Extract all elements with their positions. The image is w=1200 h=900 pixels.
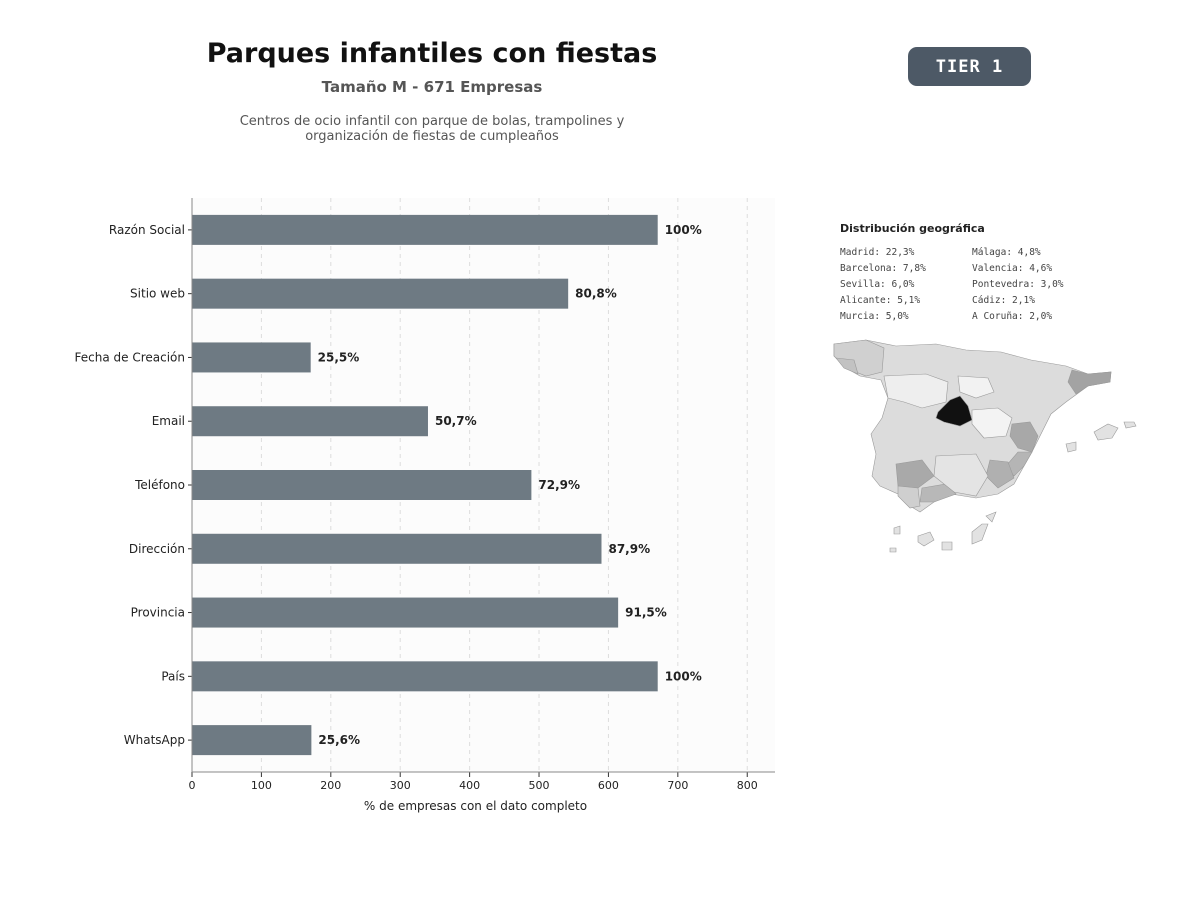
data-label: 100% xyxy=(665,223,702,237)
geo-item: Alicante: 5,1% xyxy=(840,295,921,306)
map-canarias-5 xyxy=(985,511,997,523)
geo-item: Barcelona: 7,8% xyxy=(840,263,926,274)
x-tick-label: 400 xyxy=(459,779,480,792)
data-label: 72,9% xyxy=(538,478,580,492)
x-tick-label: 700 xyxy=(667,779,688,792)
map-barcelona xyxy=(1067,369,1112,395)
map-ibiza xyxy=(1065,441,1077,453)
geo-distribution-title: Distribución geográfica xyxy=(840,222,985,235)
page-title: Parques infantiles con fiestas xyxy=(206,38,658,69)
geo-item: Madrid: 22,3% xyxy=(840,247,915,258)
map-mallorca xyxy=(1093,423,1119,441)
map-pontevedra xyxy=(835,357,859,375)
tier-badge: TIER 1 xyxy=(908,47,1031,86)
bar xyxy=(192,214,658,245)
geo-distribution-list: Madrid: 22,3% Málaga: 4,8% Barcelona: 7,… xyxy=(840,246,1100,323)
geo-item: Murcia: 5,0% xyxy=(840,311,909,322)
spain-map xyxy=(833,339,1137,553)
geo-item: Valencia: 4,6% xyxy=(972,263,1053,274)
bar xyxy=(192,278,569,309)
page-subtitle: Tamaño M - 671 Empresas xyxy=(321,78,543,96)
map-canarias-2 xyxy=(917,531,935,547)
data-label: 87,9% xyxy=(608,542,650,556)
x-tick-label: 600 xyxy=(598,779,619,792)
data-label: 80,8% xyxy=(575,287,617,301)
bar-chart: 0 100 200 300 400 500 600 700 800 Razón Social 100… xyxy=(75,198,775,813)
y-category-label: Teléfono xyxy=(134,478,185,492)
data-label: 25,5% xyxy=(318,350,360,364)
map-segovia xyxy=(957,375,995,399)
y-category-label: Fecha de Creación xyxy=(75,350,185,364)
bar xyxy=(192,470,532,500)
map-andalucia-east xyxy=(933,453,989,497)
y-category-label: Razón Social xyxy=(109,223,185,237)
bar xyxy=(192,342,311,373)
map-cuenca xyxy=(971,407,1013,439)
data-label: 91,5% xyxy=(625,606,667,620)
x-tick-label: 200 xyxy=(320,779,341,792)
y-category-label: Email xyxy=(152,414,185,428)
map-canarias-3 xyxy=(941,541,953,551)
bar xyxy=(192,661,658,692)
map-malaga xyxy=(919,483,957,503)
map-sevilla xyxy=(895,459,935,489)
geo-item: A Coruña: 2,0% xyxy=(972,311,1053,322)
map-canarias-4 xyxy=(971,523,989,545)
map-menorca xyxy=(1123,421,1137,429)
bar xyxy=(192,597,619,628)
map-cadiz xyxy=(897,485,921,509)
map-galicia xyxy=(833,339,885,377)
map-canarias-6 xyxy=(889,547,897,553)
y-category-label: Provincia xyxy=(131,606,185,620)
geo-item: Sevilla: 6,0% xyxy=(840,279,915,290)
bar xyxy=(192,725,312,756)
geo-item: Cádiz: 2,1% xyxy=(972,295,1035,306)
x-tick-label: 500 xyxy=(529,779,550,792)
x-tick-label: 800 xyxy=(737,779,758,792)
map-castilla xyxy=(883,373,949,409)
x-axis-label: % de empresas con el dato completo xyxy=(364,799,587,813)
y-category-label: País xyxy=(161,669,185,683)
page-description: Centros de ocio infantil con parque de b… xyxy=(239,114,625,144)
x-tick-label: 100 xyxy=(251,779,272,792)
y-category-label: Dirección xyxy=(129,542,185,556)
map-canarias-1 xyxy=(893,525,901,535)
y-category-label: WhatsApp xyxy=(124,733,185,747)
data-label: 50,7% xyxy=(435,414,477,428)
bar xyxy=(192,533,602,564)
bar xyxy=(192,406,428,437)
data-label: 25,6% xyxy=(318,733,360,747)
geo-item: Málaga: 4,8% xyxy=(972,247,1041,258)
data-label: 100% xyxy=(665,669,702,683)
y-category-label: Sitio web xyxy=(130,287,185,301)
x-tick-label: 0 xyxy=(189,779,196,792)
x-tick-label: 300 xyxy=(390,779,411,792)
geo-item: Pontevedra: 3,0% xyxy=(972,279,1064,290)
